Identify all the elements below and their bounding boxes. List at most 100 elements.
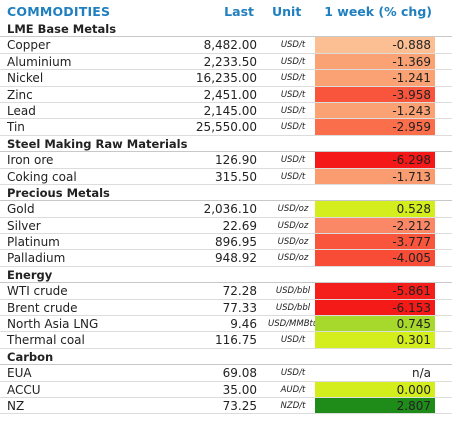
week-change-cell: 2.807 bbox=[315, 397, 435, 414]
price-unit: USD/t bbox=[280, 56, 306, 67]
week-change-value: 0.745 bbox=[396, 317, 431, 332]
week-change-value: n/a bbox=[411, 366, 431, 381]
table-row: WTI crude 72.28 USD/bbl -5.861 bbox=[0, 283, 452, 300]
table-row: Coking coal 315.50 USD/t -1.713 bbox=[0, 168, 452, 185]
section-header: Precious Metals bbox=[0, 185, 452, 202]
commodity-name: Copper bbox=[7, 38, 51, 53]
commodity-name: North Asia LNG bbox=[7, 317, 99, 332]
table-row: Thermal coal 116.75 USD/t 0.301 bbox=[0, 332, 452, 349]
week-change-value: -6.153 bbox=[392, 300, 431, 315]
week-change-value: -1.243 bbox=[392, 103, 431, 118]
week-change-cell: -0.888 bbox=[315, 37, 435, 53]
header-last: Last bbox=[224, 4, 254, 19]
commodity-name: Thermal coal bbox=[7, 333, 85, 348]
price-unit: NZD/t bbox=[280, 400, 306, 411]
commodity-name: WTI crude bbox=[7, 284, 68, 299]
commodity-name: Aluminium bbox=[7, 54, 72, 69]
commodity-name: Nickel bbox=[7, 71, 44, 86]
table-row: Copper 8,482.00 USD/t -0.888 bbox=[0, 37, 452, 54]
commodity-name: Platinum bbox=[7, 235, 60, 250]
week-change-value: 0.528 bbox=[396, 202, 431, 217]
week-change-value: 0.000 bbox=[396, 382, 431, 397]
last-price: 35.00 bbox=[222, 382, 257, 397]
table-row: Brent crude 77.33 USD/bbl -6.153 bbox=[0, 299, 452, 317]
last-price: 16,235.00 bbox=[195, 71, 257, 86]
table-row: Silver 22.69 USD/oz -2.212 bbox=[0, 217, 452, 235]
last-price: 948.92 bbox=[215, 251, 257, 266]
table-row: Palladium 948.92 USD/oz -4.005 bbox=[0, 250, 452, 267]
week-change-cell: -3.777 bbox=[315, 234, 435, 250]
price-unit: USD/MMBtu bbox=[268, 319, 319, 330]
last-price: 8,482.00 bbox=[203, 38, 257, 53]
week-change-cell: 0.745 bbox=[315, 316, 435, 332]
last-price: 22.69 bbox=[222, 218, 257, 233]
section-header: Steel Making Raw Materials bbox=[0, 136, 452, 153]
table-row: EUA 69.08 USD/t n/a bbox=[0, 365, 452, 382]
last-price: 126.90 bbox=[215, 153, 257, 168]
week-change-cell: 0.301 bbox=[315, 332, 435, 348]
last-price: 77.33 bbox=[222, 300, 257, 315]
week-change-cell: -6.153 bbox=[315, 299, 435, 316]
week-change-value: -3.777 bbox=[392, 235, 431, 250]
commodity-name: Coking coal bbox=[7, 169, 77, 184]
price-unit: AUD/t bbox=[280, 384, 306, 395]
last-price: 2,233.50 bbox=[203, 54, 257, 69]
commodity-name: Silver bbox=[7, 218, 41, 233]
week-change-cell: -1.243 bbox=[315, 102, 435, 119]
price-unit: USD/t bbox=[280, 73, 306, 84]
week-change-cell: -2.959 bbox=[315, 119, 435, 135]
last-price: 2,036.10 bbox=[203, 202, 257, 217]
table-header: COMMODITIES Last Unit 1 week (% chg) bbox=[0, 0, 452, 21]
price-unit: USD/oz bbox=[277, 237, 309, 248]
week-change-cell: -4.005 bbox=[315, 250, 435, 266]
week-change-cell: 0.000 bbox=[315, 381, 435, 397]
section-title: Steel Making Raw Materials bbox=[7, 136, 188, 151]
week-change-cell: -1.369 bbox=[315, 53, 435, 70]
commodity-name: Zinc bbox=[7, 87, 33, 102]
price-unit: USD/t bbox=[280, 155, 306, 166]
section-title: Carbon bbox=[7, 349, 54, 364]
week-change-cell: -3.958 bbox=[315, 86, 435, 102]
week-change-value: 0.301 bbox=[396, 333, 431, 348]
price-unit: USD/t bbox=[280, 122, 306, 133]
section-title: Precious Metals bbox=[7, 185, 110, 200]
table-row: Aluminium 2,233.50 USD/t -1.369 bbox=[0, 53, 452, 71]
week-change-cell: 0.528 bbox=[315, 201, 435, 217]
table-row: Iron ore 126.90 USD/t -6.298 bbox=[0, 152, 452, 169]
week-change-cell: -2.212 bbox=[315, 217, 435, 234]
price-unit: USD/oz bbox=[277, 253, 309, 264]
week-change-value: -5.861 bbox=[392, 284, 431, 299]
table-row: Lead 2,145.00 USD/t -1.243 bbox=[0, 102, 452, 120]
table-row: North Asia LNG 9.46 USD/MMBtu 0.745 bbox=[0, 316, 452, 333]
commodity-name: EUA bbox=[7, 366, 32, 381]
last-price: 73.25 bbox=[222, 398, 257, 413]
price-unit: USD/bbl bbox=[275, 286, 311, 297]
price-unit: USD/t bbox=[280, 368, 306, 379]
week-change-value: -0.888 bbox=[392, 38, 431, 53]
table-row: Nickel 16,235.00 USD/t -1.241 bbox=[0, 70, 452, 87]
last-price: 25,550.00 bbox=[195, 120, 257, 135]
header-unit: Unit bbox=[272, 4, 302, 19]
section-header: LME Base Metals bbox=[0, 21, 452, 38]
header-commodities: COMMODITIES bbox=[7, 4, 111, 19]
commodity-name: Iron ore bbox=[7, 153, 54, 168]
table-row: Platinum 896.95 USD/oz -3.777 bbox=[0, 234, 452, 251]
price-unit: USD/oz bbox=[277, 204, 309, 215]
week-change-cell: n/a bbox=[315, 365, 435, 380]
commodity-name: Palladium bbox=[7, 251, 66, 266]
table-row: NZ 73.25 NZD/t 2.807 bbox=[0, 397, 452, 415]
price-unit: USD/bbl bbox=[275, 302, 311, 313]
commodity-name: Tin bbox=[7, 120, 25, 135]
week-change-cell: -5.861 bbox=[315, 283, 435, 299]
price-unit: USD/t bbox=[280, 105, 306, 116]
header-week-change: 1 week (% chg) bbox=[324, 4, 432, 19]
last-price: 72.28 bbox=[222, 284, 257, 299]
table-row: Tin 25,550.00 USD/t -2.959 bbox=[0, 119, 452, 136]
last-price: 315.50 bbox=[215, 169, 257, 184]
table-row: ACCU 35.00 AUD/t 0.000 bbox=[0, 381, 452, 398]
section-header: Energy bbox=[0, 267, 452, 284]
commodity-name: ACCU bbox=[7, 382, 41, 397]
last-price: 9.46 bbox=[230, 317, 257, 332]
commodity-name: Lead bbox=[7, 103, 36, 118]
table-row: Gold 2,036.10 USD/oz 0.528 bbox=[0, 201, 452, 218]
